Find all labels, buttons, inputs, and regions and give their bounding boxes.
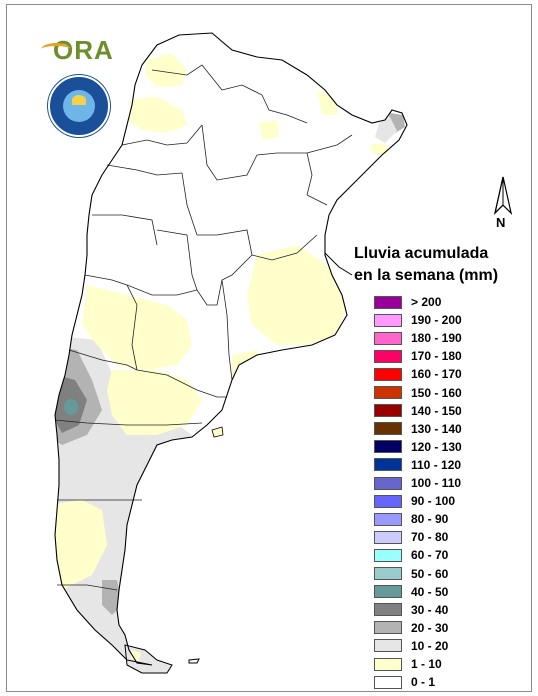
legend-swatch: [374, 567, 402, 580]
rain-zone-40-50: [64, 399, 78, 415]
rainfall-map: [54, 32, 408, 674]
legend-label: 180 - 190: [411, 331, 462, 346]
legend-label: 100 - 110: [411, 476, 462, 490]
legend-swatch: [374, 313, 402, 327]
legend-label: 130 - 140: [411, 421, 462, 436]
legend-item: 160 - 170: [374, 366, 462, 382]
legend-item: 100 - 110: [374, 475, 461, 491]
legend-swatch: [374, 386, 402, 399]
legend-item: 150 - 160: [374, 385, 462, 401]
legend-item: 180 - 190: [374, 330, 462, 346]
rain-zone-1-10-northwest: [125, 97, 187, 133]
legend-swatch: [374, 349, 402, 363]
legend-item: 110 - 120: [374, 457, 461, 473]
legend-label: 0 - 1: [411, 675, 436, 690]
legend-swatch: [374, 512, 402, 526]
legend-item: 140 - 150: [374, 403, 462, 419]
province-lines: [54, 64, 353, 591]
legend-title: Lluvia acumulada en la semana (mm): [354, 243, 498, 287]
legend-label: 120 - 130: [411, 439, 462, 454]
legend-label: 190 - 200: [411, 313, 462, 328]
legend-swatch: [374, 621, 402, 635]
legend-swatch: [374, 331, 402, 345]
legend-swatch: [374, 367, 402, 381]
isla-estados: [188, 658, 200, 664]
rain-zone-1-10-cuyo: [107, 370, 202, 435]
legend-item: 70 - 80: [374, 529, 448, 545]
legend-swatch: [374, 494, 402, 508]
legend-swatch: [374, 458, 402, 472]
legend-swatch: [374, 548, 402, 562]
legend-label: 40 - 50: [411, 584, 449, 599]
legend-label: 10 - 20: [411, 638, 449, 653]
smn-seal-icon: [48, 75, 110, 137]
legend-item: 170 - 180: [374, 348, 462, 364]
legend-swatch: [374, 603, 402, 617]
legend-swatch: [374, 422, 402, 436]
legend-label: 170 - 180: [411, 349, 462, 364]
rain-zone-1-10-central: [82, 285, 192, 370]
legend-swatch: [374, 657, 402, 671]
legend-label: 1 - 10: [411, 657, 442, 671]
legend-swatch: [374, 530, 402, 544]
legend-item: 130 - 140: [374, 421, 462, 437]
rain-zone-1-10-north: [145, 53, 187, 87]
rain-zone-1-10-pampa: [247, 245, 347, 345]
legend-item: 50 - 60: [374, 566, 448, 582]
legend-item: 80 - 90: [374, 511, 448, 527]
legend-label: 60 - 70: [411, 548, 449, 563]
legend-item: 0 - 1: [374, 674, 435, 690]
legend-item: 10 - 20: [374, 638, 448, 654]
legend-label: 90 - 100: [411, 494, 456, 509]
legend-swatch: [374, 639, 402, 653]
legend-item: 20 - 30: [374, 620, 448, 636]
country-shape: [55, 33, 407, 665]
legend-label: 150 - 160: [411, 385, 462, 400]
rain-zone-10-20-misiones: [375, 117, 397, 143]
rain-zone-1-10-patagonia: [55, 500, 107, 590]
legend-label: 110 - 120: [411, 457, 462, 472]
rain-zone-1-10-chaco: [259, 120, 279, 140]
legend-label: > 200: [411, 295, 442, 309]
legend-item: 60 - 70: [374, 547, 448, 563]
legend-swatch: [374, 476, 402, 490]
north-label: N: [496, 215, 506, 230]
legend-item: 40 - 50: [374, 584, 448, 600]
legend-swatch: [374, 585, 402, 599]
legend-item: 30 - 40: [374, 602, 448, 618]
legend-label: 20 - 30: [411, 620, 449, 635]
legend-label: 140 - 150: [411, 403, 462, 418]
legend-swatch: [374, 440, 402, 454]
legend-label: 30 - 40: [411, 602, 449, 617]
peninsula-valdes: [211, 426, 224, 438]
map-frame: ORA N Lluvia acumulada en la semana (mm)…: [6, 4, 532, 692]
north-arrow-icon: [493, 176, 513, 216]
legend-label: 70 - 80: [411, 530, 449, 545]
legend-label: 80 - 90: [411, 512, 449, 527]
legend-swatch: [374, 295, 402, 309]
legend-label: 160 - 170: [411, 367, 462, 382]
rio-de-la-plata: [324, 252, 353, 276]
seal-sun: [72, 95, 86, 105]
legend-item: 1 - 10: [374, 656, 442, 672]
rain-zone-1-10-misiones: [369, 143, 389, 155]
legend-swatch: [374, 404, 402, 418]
legend-item: > 200: [374, 294, 441, 310]
ora-logo-icon: [41, 43, 71, 56]
legend-label: 50 - 60: [411, 566, 449, 581]
legend-item: 190 - 200: [374, 312, 462, 328]
legend-swatch: [374, 675, 402, 689]
legend-item: 120 - 130: [374, 439, 462, 455]
rain-zone-1-10-ne: [317, 90, 337, 115]
country-outline: [54, 32, 408, 666]
legend-title-line1: Lluvia acumulada: [354, 245, 489, 262]
legend-title-line2: en la semana (mm): [354, 267, 499, 284]
legend-item: 90 - 100: [374, 493, 455, 509]
